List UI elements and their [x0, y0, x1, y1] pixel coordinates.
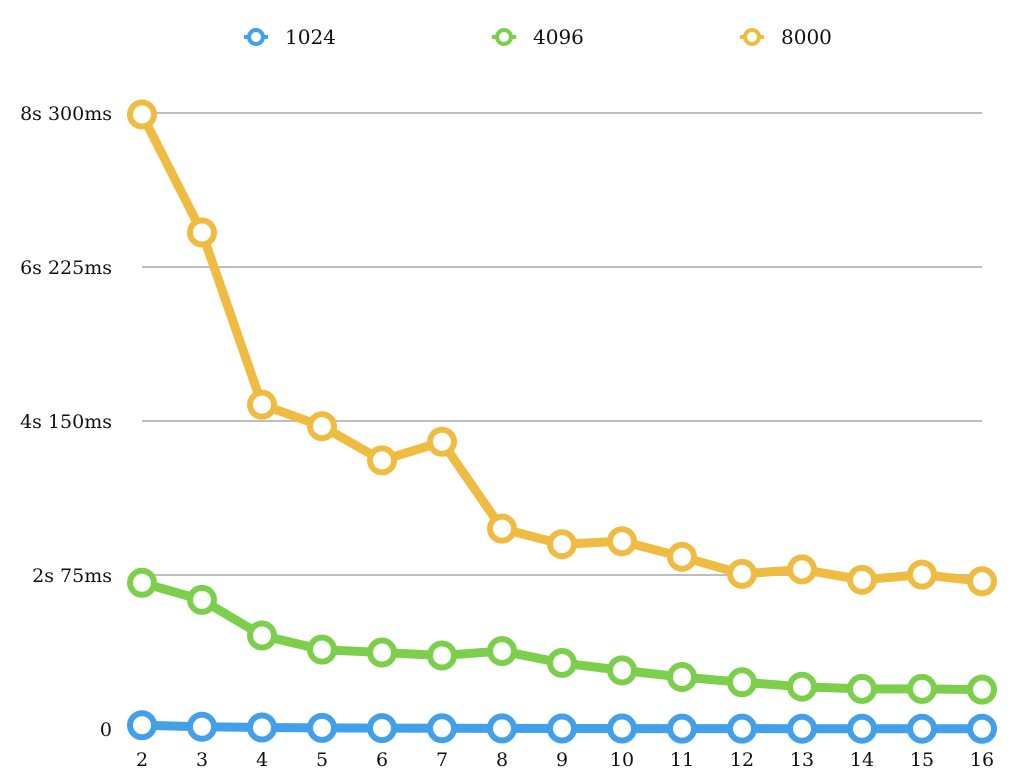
data-point [967, 674, 997, 705]
data-point [907, 559, 937, 590]
data-point [967, 713, 997, 744]
data-point [247, 620, 277, 651]
data-point [187, 711, 217, 742]
data-point [667, 662, 697, 693]
x-tick-label: 11 [670, 749, 694, 771]
y-tick-label: 8s 300ms [20, 103, 112, 125]
x-tick-label: 15 [910, 749, 934, 771]
data-point [367, 445, 397, 476]
data-point [787, 554, 817, 585]
legend-item-1024: 1024 [244, 25, 336, 49]
data-point [247, 712, 277, 743]
series-group [127, 99, 997, 744]
x-tick-label: 6 [376, 749, 388, 771]
data-point [487, 713, 517, 744]
x-tick-label: 14 [850, 749, 874, 771]
data-point [907, 673, 937, 704]
x-tick-label: 7 [436, 749, 448, 771]
data-point [307, 712, 337, 743]
data-point [907, 713, 937, 744]
data-point [727, 558, 757, 589]
y-tick-label: 4s 150ms [20, 411, 112, 433]
data-point [127, 99, 157, 130]
y-tick-label: 2s 75ms [32, 565, 112, 587]
data-point [367, 713, 397, 744]
x-tick-label: 13 [790, 749, 814, 771]
x-tick-label: 2 [136, 749, 148, 771]
data-point [547, 713, 577, 744]
data-point [187, 217, 217, 248]
data-point [607, 713, 637, 744]
legend-label: 4096 [533, 25, 584, 49]
data-point [427, 640, 457, 671]
x-axis-ticks: 2 3 4 5 6 7 8 9 10 11 12 13 14 15 16 [136, 749, 994, 771]
grid-lines [142, 112, 982, 576]
x-tick-label: 9 [556, 749, 568, 771]
x-tick-label: 8 [496, 749, 508, 771]
data-point [847, 673, 877, 704]
legend-label: 8000 [781, 25, 832, 49]
legend-swatch-marker [495, 28, 513, 46]
legend: 1024 4096 8000 [244, 25, 832, 49]
data-point [487, 636, 517, 667]
data-point [727, 713, 757, 744]
y-axis-ticks: 0 2s 75ms 4s 150ms 6s 225ms 8s 300ms [20, 103, 112, 741]
x-tick-label: 3 [196, 749, 208, 771]
series-line [137, 109, 987, 586]
data-point [247, 389, 277, 420]
y-tick-label: 0 [100, 719, 112, 741]
data-point [847, 713, 877, 744]
data-point [607, 655, 637, 686]
legend-item-8000: 8000 [740, 25, 832, 49]
y-tick-label: 6s 225ms [20, 257, 112, 279]
data-point [547, 647, 577, 678]
legend-item-4096: 4096 [492, 25, 584, 49]
data-point [307, 411, 337, 442]
x-tick-label: 12 [730, 749, 754, 771]
data-point [427, 426, 457, 457]
data-point [187, 584, 217, 615]
legend-swatch-marker [247, 28, 265, 46]
series-1024 [127, 710, 997, 744]
data-point [787, 713, 817, 744]
legend-swatch-marker [743, 28, 761, 46]
data-point [487, 513, 517, 544]
x-tick-label: 16 [970, 749, 994, 771]
data-point [607, 526, 637, 557]
data-point [427, 713, 457, 744]
x-tick-label: 10 [610, 749, 634, 771]
data-point [847, 564, 877, 595]
data-point [367, 637, 397, 668]
data-point [967, 566, 997, 597]
data-point [547, 529, 577, 560]
x-tick-label: 5 [316, 749, 328, 771]
data-point [127, 710, 157, 741]
data-point [787, 671, 817, 702]
data-point [127, 567, 157, 598]
series-8000 [127, 99, 997, 597]
legend-label: 1024 [285, 25, 336, 49]
series-4096 [127, 567, 997, 705]
data-point [667, 713, 697, 744]
data-point [727, 667, 757, 698]
x-tick-label: 4 [256, 749, 268, 771]
data-point [307, 634, 337, 665]
data-point [667, 541, 697, 572]
